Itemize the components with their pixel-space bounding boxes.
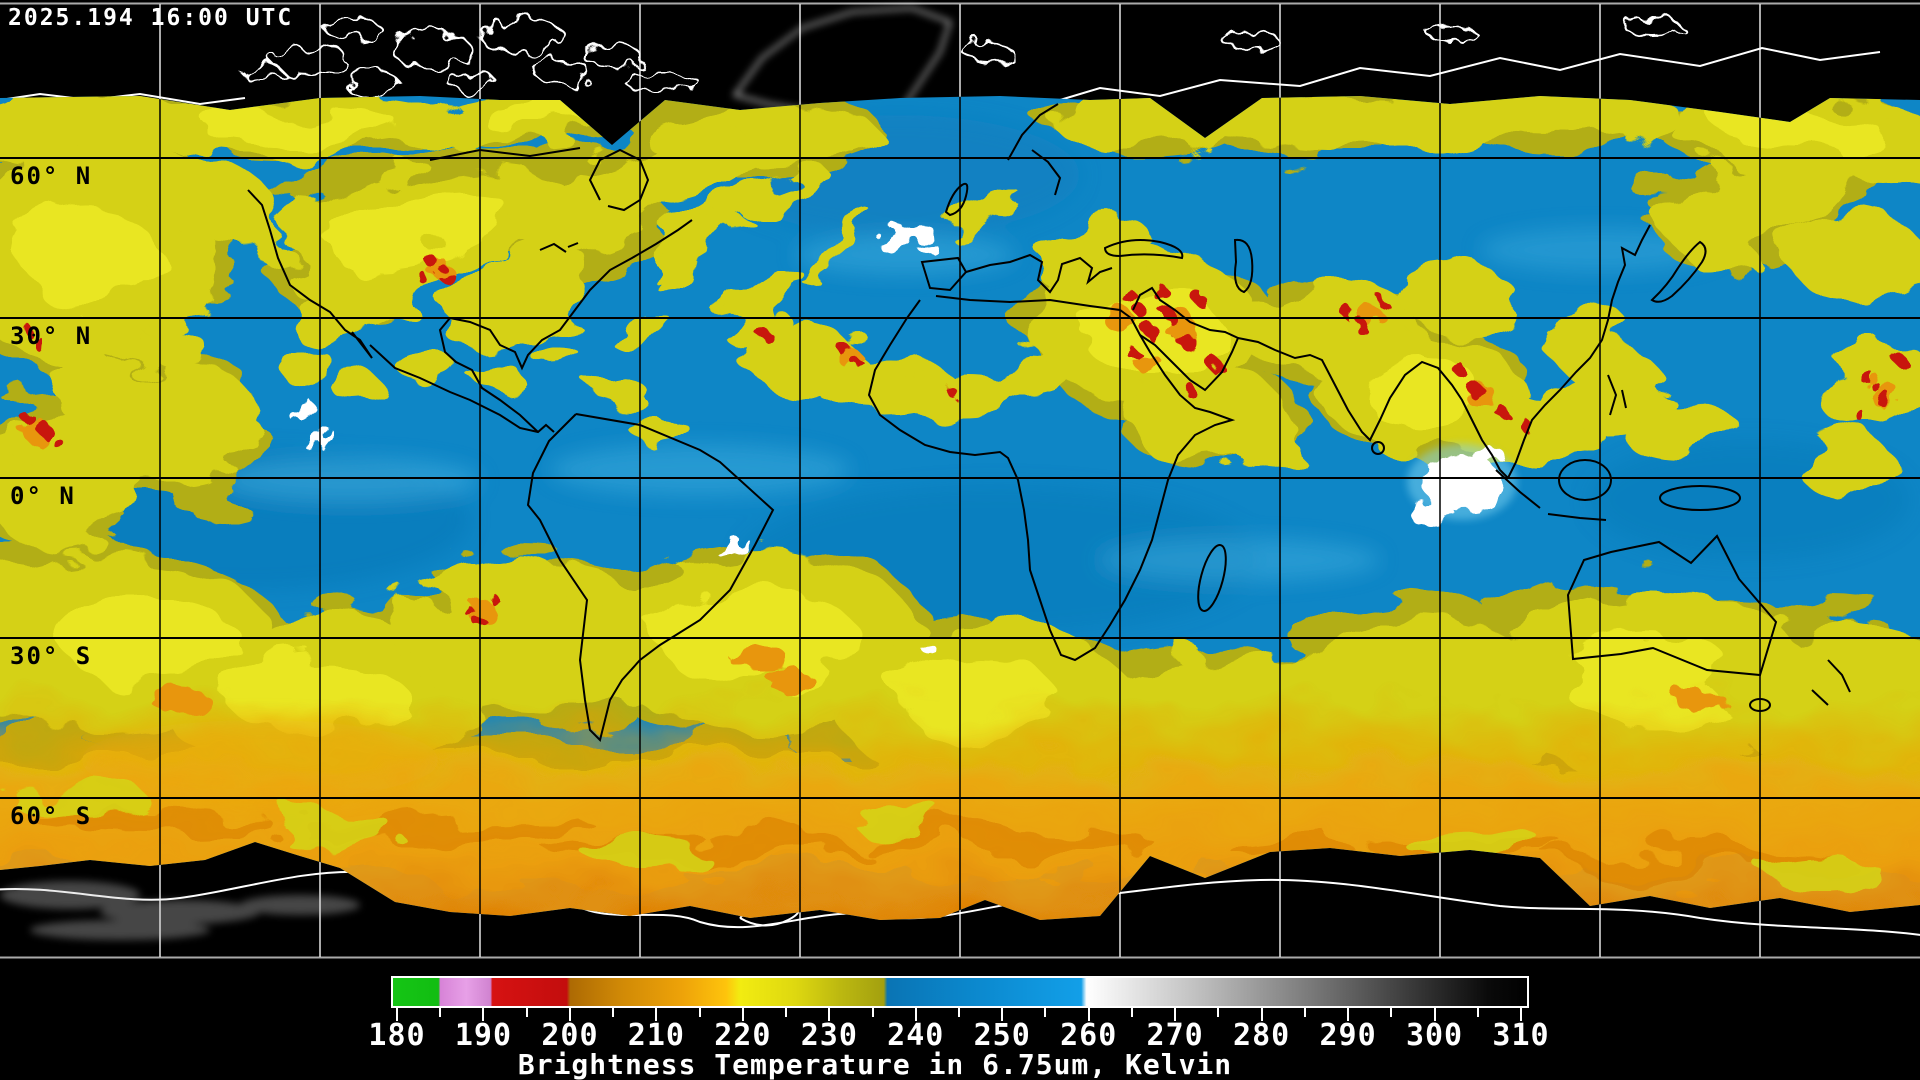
latitude-label: 0° N (10, 482, 76, 510)
colorbar-tick (1476, 1008, 1479, 1017)
colorbar-tick (1520, 1008, 1522, 1021)
colorbar-tick (1303, 1008, 1306, 1017)
colorbar-tick (1130, 1008, 1133, 1017)
colorbar-caption: Brightness Temperature in 6.75um, Kelvin (517, 1048, 1233, 1080)
colorbar-tick (785, 1008, 788, 1017)
colorbar-tick (1390, 1008, 1393, 1017)
colorbar-tick-label: 180 (368, 1018, 426, 1053)
colorbar-tick (525, 1008, 528, 1017)
colorbar-tick-label: 270 (1146, 1018, 1204, 1053)
colorbar-tick (828, 1008, 831, 1021)
colorbar-tick (1087, 1008, 1090, 1021)
colorbar-tick (568, 1008, 571, 1021)
colorbar-tick-label: 250 (973, 1018, 1031, 1053)
data-region (0, 96, 1920, 920)
colorbar-tick (482, 1008, 485, 1021)
latitude-label: 60° S (10, 802, 93, 830)
colorbar-tick (612, 1008, 615, 1017)
latitude-label: 30° S (10, 642, 93, 670)
colorbar-tick (1347, 1008, 1350, 1021)
cold-white-patches (290, 222, 1517, 652)
colorbar-tick (655, 1008, 658, 1021)
grid-over-data (0, 96, 1920, 920)
colorbar-tick-label: 210 (627, 1018, 685, 1053)
colorbar-tick (1044, 1008, 1047, 1017)
colorbar-tick-label: 230 (800, 1018, 858, 1053)
colorbar-tick (958, 1008, 960, 1017)
colorbar-tick (914, 1008, 917, 1021)
colorbar-tick (1433, 1008, 1436, 1021)
colorbar-tick (871, 1008, 874, 1017)
timestamp: 2025.194 16:00 UTC (8, 5, 294, 31)
convection-red (19, 256, 1906, 628)
colorbar-tick-label: 300 (1405, 1018, 1464, 1053)
colorbar-tick-label: 240 (887, 1018, 945, 1053)
colorbar (391, 976, 1529, 1008)
colorbar-tick (698, 1008, 701, 1017)
colorbar-tick-label: 280 (1233, 1018, 1291, 1053)
continent-coastlines (247, 103, 1851, 742)
colorbar-tick-label: 310 (1492, 1018, 1550, 1053)
satellite-map (0, 2, 1920, 959)
colorbar-tick-label: 260 (1060, 1018, 1118, 1053)
colorbar-tick (741, 1008, 744, 1021)
residual-gray-clouds (0, 881, 360, 940)
colorbar-gradient (393, 978, 1527, 1006)
colorbar-tick-label: 290 (1319, 1018, 1377, 1053)
colorbar-tick (1174, 1008, 1177, 1021)
colorbar-tick (396, 1008, 398, 1021)
colorbar-tick (1217, 1008, 1220, 1017)
colorbar-tick (1260, 1008, 1263, 1021)
colorbar-tick-label: 200 (541, 1018, 599, 1053)
latitude-label: 30° N (10, 322, 93, 350)
colorbar-tick (1001, 1008, 1004, 1021)
latitude-label: 60° N (10, 162, 93, 190)
colorbar-tick-label: 190 (454, 1018, 513, 1053)
colorbar-tick (439, 1008, 442, 1017)
colorbar-tick-label: 220 (714, 1018, 772, 1053)
